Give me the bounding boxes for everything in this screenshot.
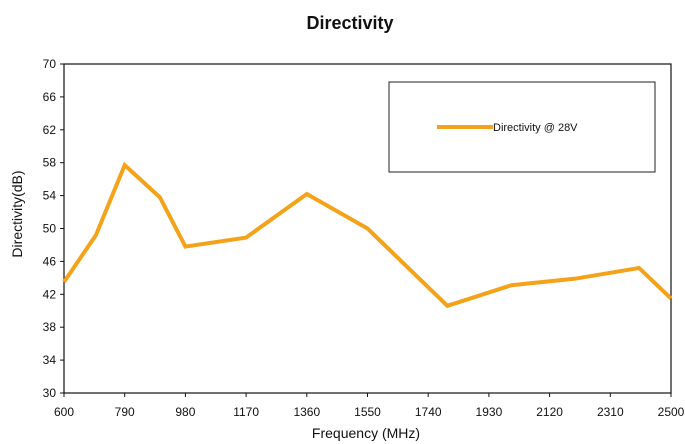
x-tick-label: 1930 [476, 405, 503, 419]
y-tick-label: 30 [43, 386, 57, 400]
chart-title: Directivity [306, 13, 393, 33]
data-point [123, 164, 126, 167]
legend-label: Directivity @ 28V [493, 122, 578, 134]
x-tick-label: 2310 [597, 405, 624, 419]
x-tick-label: 1360 [293, 405, 320, 419]
x-axis-label: Frequency (MHz) [312, 425, 420, 441]
data-point [446, 304, 449, 307]
data-point [158, 196, 161, 199]
data-point [94, 233, 97, 236]
series-layer [62, 161, 673, 309]
x-tick-label: 1740 [415, 405, 442, 419]
x-tick-label: 2120 [536, 405, 563, 419]
y-tick-label: 70 [43, 57, 57, 71]
x-tick-label: 980 [175, 405, 195, 419]
x-tick-label: 1550 [354, 405, 381, 419]
y-tick-label: 62 [43, 123, 57, 137]
data-point [366, 227, 369, 230]
data-point [62, 280, 65, 283]
data-point [184, 245, 187, 248]
y-tick-label: 46 [43, 254, 57, 268]
data-point [637, 266, 640, 269]
y-tick-label: 42 [43, 287, 57, 301]
x-tick-label: 790 [115, 405, 135, 419]
data-point [669, 297, 672, 300]
y-tick-label: 54 [43, 189, 57, 203]
y-tick-label: 34 [43, 353, 57, 367]
data-point [245, 236, 248, 239]
y-tick-label: 38 [43, 320, 57, 334]
x-tick-label: 600 [54, 405, 74, 419]
y-tick-label: 66 [43, 90, 57, 104]
data-point [305, 192, 308, 195]
data-point [574, 277, 577, 280]
legend-box [388, 81, 656, 173]
data-point [510, 284, 513, 287]
x-tick-label: 2500 [658, 405, 685, 419]
x-tick-label: 1170 [233, 405, 259, 419]
directivity-series-line [62, 161, 673, 309]
y-tick-label: 58 [43, 156, 57, 170]
y-axis-label: Directivity(dB) [9, 170, 25, 257]
tick-labels-layer: 600 790 980 1170 1360 1550 1740 1930 2120 2310 250… [43, 57, 685, 419]
y-tick-label: 50 [43, 222, 57, 236]
